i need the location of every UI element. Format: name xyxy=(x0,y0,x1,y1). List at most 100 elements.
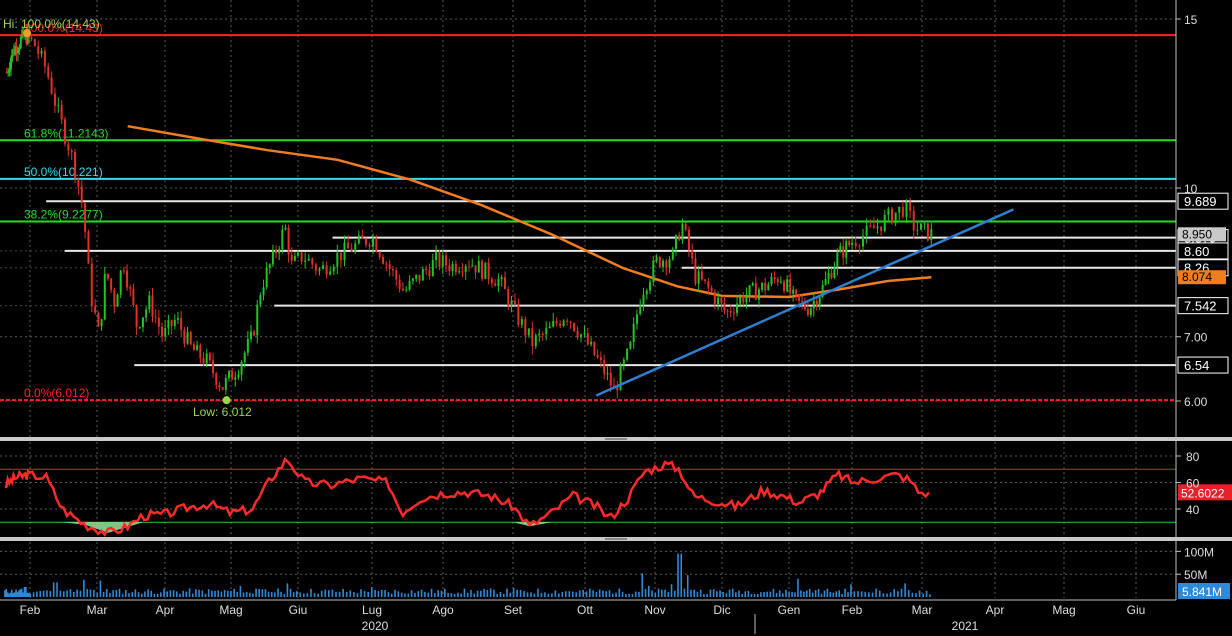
volume-bar xyxy=(29,593,32,597)
candle-body xyxy=(839,246,842,253)
volume-bar xyxy=(128,593,130,597)
volume-bar xyxy=(417,591,420,597)
candle-body xyxy=(684,223,687,230)
volume-bar xyxy=(889,592,892,597)
x-month-label: Feb xyxy=(842,603,863,617)
x-month-label: Feb xyxy=(20,603,41,617)
candle-body xyxy=(418,274,421,281)
candle-body xyxy=(576,330,579,338)
volume-bar xyxy=(144,591,146,597)
candle-body xyxy=(240,361,243,375)
candle-body xyxy=(189,332,192,345)
candle-body xyxy=(411,278,414,281)
candle-body xyxy=(503,277,506,290)
volume-bar xyxy=(788,591,790,597)
candle-body xyxy=(713,291,716,304)
candle-body xyxy=(438,252,441,267)
candle-body xyxy=(920,223,922,230)
candle-body xyxy=(742,296,745,303)
volume-bar xyxy=(664,589,666,597)
fib-level-label: 38.2%(9.2277) xyxy=(24,208,103,222)
candle-body xyxy=(471,265,474,267)
candle-body xyxy=(249,331,252,340)
volume-bar xyxy=(23,586,26,597)
level-tag-label: 6.54 xyxy=(1184,358,1209,373)
volume-bar xyxy=(823,590,826,597)
candle-body xyxy=(757,289,760,300)
candle-body xyxy=(170,320,173,327)
candle-body xyxy=(616,386,619,391)
volume-bar xyxy=(760,592,762,597)
candle-body xyxy=(259,295,262,305)
candle-body xyxy=(898,206,901,213)
candle-body xyxy=(50,77,53,94)
volume-bar xyxy=(32,592,35,597)
volume-bar xyxy=(115,590,118,597)
candle-body xyxy=(541,333,544,335)
volume-bar xyxy=(245,591,248,597)
candle-body xyxy=(322,265,325,269)
candle-body xyxy=(428,270,431,277)
volume-bar xyxy=(835,591,838,597)
candle-body xyxy=(464,266,467,272)
x-month-label: Mag xyxy=(219,603,242,617)
volume-bar xyxy=(785,589,787,597)
candle-body xyxy=(723,302,726,311)
volume-bar xyxy=(699,589,702,597)
level-tag-label: 7.542 xyxy=(1184,299,1217,314)
volume-bar xyxy=(647,585,650,597)
candle-body xyxy=(339,252,342,261)
volume-bar xyxy=(13,592,16,597)
volume-bar xyxy=(516,589,518,597)
x-month-label: Giu xyxy=(289,603,308,617)
volume-bar xyxy=(826,588,829,597)
volume-bar xyxy=(551,593,553,597)
candle-body xyxy=(662,260,665,268)
volume-bar xyxy=(882,593,885,597)
volume-bar xyxy=(544,592,546,597)
candle-body xyxy=(619,364,622,391)
volume-bar xyxy=(214,590,216,597)
volume-bar xyxy=(283,594,286,597)
volume-bar xyxy=(483,588,485,597)
volume-bar xyxy=(750,594,753,597)
volume-bar xyxy=(42,590,45,597)
volume-bar xyxy=(915,593,917,597)
candle-body xyxy=(53,93,56,106)
candle-body xyxy=(385,263,388,265)
volume-bar xyxy=(22,592,24,597)
volume-bar xyxy=(618,588,621,597)
candle-body xyxy=(106,273,109,279)
candle-body xyxy=(909,202,912,211)
candle-body xyxy=(145,309,148,318)
candle-body xyxy=(336,252,339,267)
volume-bar xyxy=(595,591,598,597)
volume-bar xyxy=(690,589,692,597)
candle-body xyxy=(332,266,335,272)
volume-bar xyxy=(476,590,479,597)
oscillator-tick-label: 60 xyxy=(1186,477,1200,491)
volume-bar xyxy=(470,589,472,597)
volume-bar xyxy=(274,592,276,597)
volume-bar xyxy=(805,590,808,597)
volume-bar xyxy=(179,593,181,597)
candle-body xyxy=(658,257,661,268)
candle-body xyxy=(74,151,77,179)
volume-bar xyxy=(118,588,121,597)
candle-body xyxy=(555,321,558,324)
volume-bar xyxy=(466,592,469,597)
candle-body xyxy=(548,326,551,329)
candle-body xyxy=(205,353,208,364)
candle-body xyxy=(391,268,394,271)
candle-body xyxy=(271,249,274,265)
candle-body xyxy=(398,279,401,289)
volume-bar xyxy=(299,592,302,597)
volume-bar xyxy=(683,588,686,597)
candle-body xyxy=(5,72,8,74)
volume-bar xyxy=(878,590,881,597)
volume-bar xyxy=(853,591,856,597)
volume-bar xyxy=(829,592,832,597)
oscillator-value-label: 52.6022 xyxy=(1181,486,1225,500)
candle-body xyxy=(801,300,804,302)
candle-body xyxy=(803,301,806,310)
